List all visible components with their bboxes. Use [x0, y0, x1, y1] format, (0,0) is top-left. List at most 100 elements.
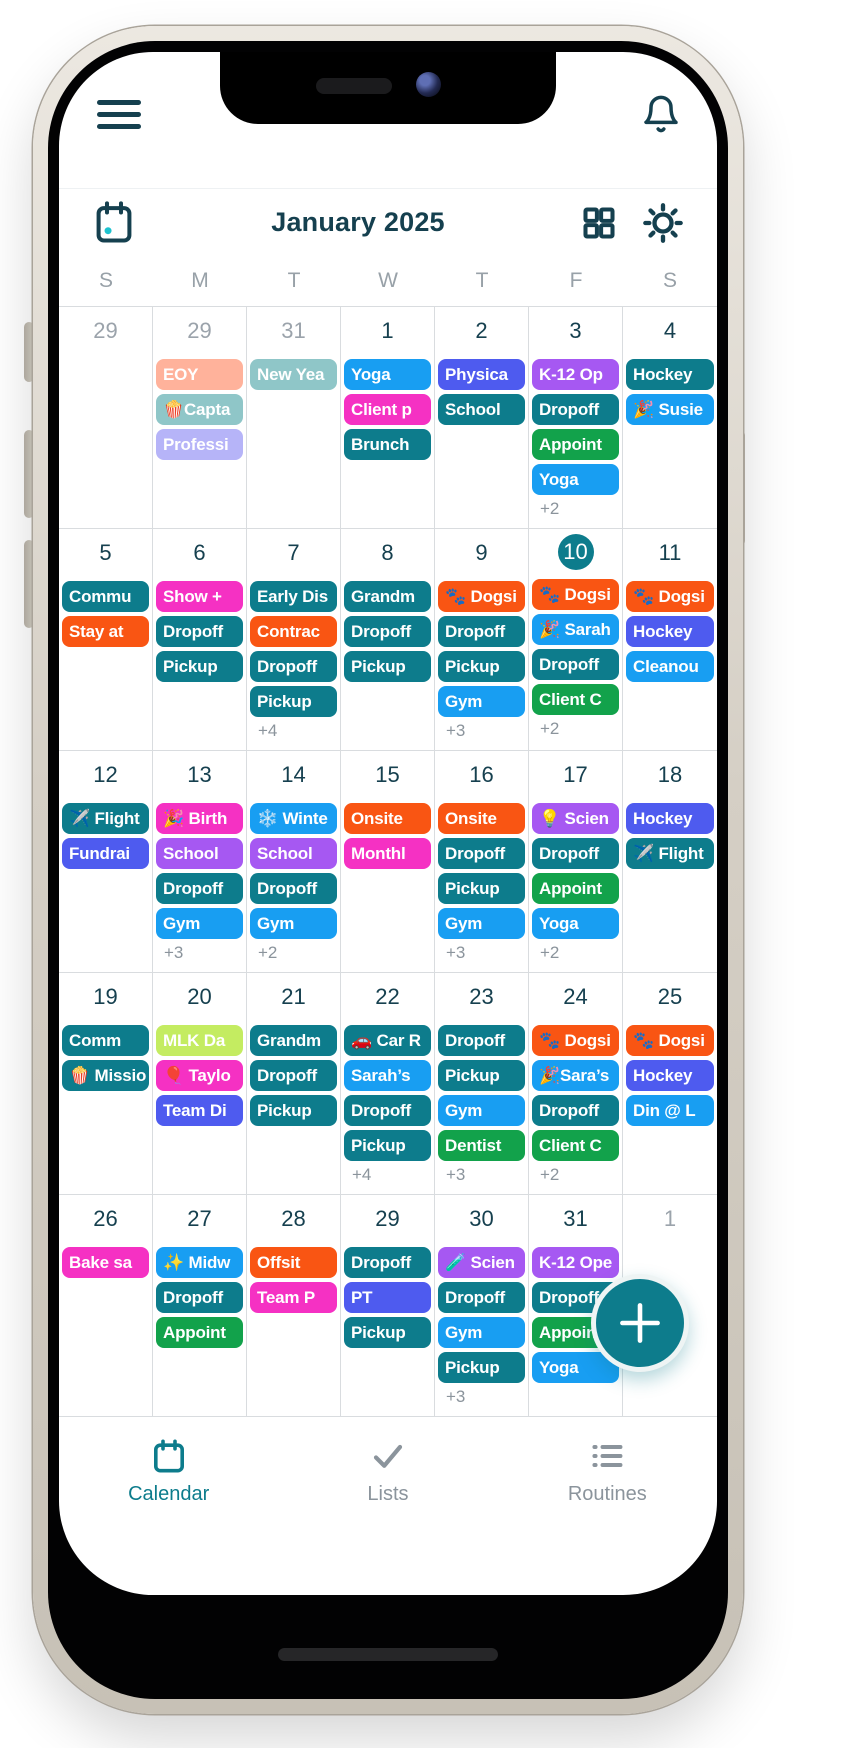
nav-calendar-tab[interactable]: Calendar — [59, 1428, 278, 1540]
day-cell[interactable]: 22 🚗 Car R Sarah’s Dropoff Pickup +4 — [341, 973, 435, 1195]
more-events-label[interactable]: +4 — [352, 1165, 372, 1184]
event-pill[interactable]: Gym — [438, 908, 525, 939]
more-events-label[interactable]: +2 — [258, 943, 278, 962]
day-cell[interactable]: 1 Yoga Client p Brunch — [341, 307, 435, 529]
more-events-label[interactable]: +2 — [540, 943, 560, 962]
event-pill[interactable]: EOY — [156, 359, 243, 390]
event-pill[interactable]: Dropoff — [156, 1282, 243, 1313]
day-cell[interactable]: 24 🐾 Dogsi 🎉Sara’s Dropoff Client C +2 — [529, 973, 623, 1195]
event-pill[interactable]: Stay at — [62, 616, 149, 647]
event-pill[interactable]: PT — [344, 1282, 431, 1313]
event-pill[interactable]: 🎉 Birth — [156, 803, 243, 834]
event-pill[interactable]: Dropoff — [438, 616, 525, 647]
day-cell[interactable]: 10 🐾 Dogsi 🎉 Sarah Dropoff Client C +2 — [529, 529, 623, 751]
event-pill[interactable]: Show + — [156, 581, 243, 612]
more-events-label[interactable]: +4 — [258, 721, 278, 740]
event-pill[interactable]: Pickup — [250, 686, 337, 717]
nav-lists-tab[interactable]: Lists — [278, 1428, 497, 1540]
event-pill[interactable]: Yoga — [532, 464, 619, 495]
day-cell[interactable]: 16 Onsite Dropoff Pickup Gym +3 — [435, 751, 529, 973]
event-pill[interactable]: Client C — [532, 684, 619, 715]
event-pill[interactable]: Grandm — [250, 1025, 337, 1056]
day-cell[interactable]: 8 Grandm Dropoff Pickup — [341, 529, 435, 751]
event-pill[interactable]: Gym — [156, 908, 243, 939]
event-pill[interactable]: Dropoff — [156, 616, 243, 647]
event-pill[interactable]: ❄️ Winte — [250, 803, 337, 834]
event-pill[interactable]: Dentist — [438, 1130, 525, 1161]
day-cell[interactable]: 13 🎉 Birth School Dropoff Gym +3 — [153, 751, 247, 973]
event-pill[interactable]: Dropoff — [532, 1095, 619, 1126]
more-events-label[interactable]: +3 — [446, 1165, 466, 1184]
more-events-label[interactable]: +2 — [540, 719, 560, 738]
event-pill[interactable]: Physica — [438, 359, 525, 390]
nav-routines-tab[interactable]: Routines — [498, 1428, 717, 1540]
event-pill[interactable]: Yoga — [344, 359, 431, 390]
event-pill[interactable]: Dropoff — [532, 649, 619, 680]
event-pill[interactable]: K-12 Ope — [532, 1247, 619, 1278]
event-pill[interactable]: Pickup — [438, 651, 525, 682]
event-pill[interactable]: School — [438, 394, 525, 425]
event-pill[interactable]: 🎉Sara’s — [532, 1060, 619, 1091]
event-pill[interactable]: Pickup — [438, 1352, 525, 1383]
day-cell[interactable]: 7 Early Dis Contrac Dropoff Pickup +4 — [247, 529, 341, 751]
day-cell[interactable]: 29 EOY 🍿Capta Professi — [153, 307, 247, 529]
event-pill[interactable]: School — [250, 838, 337, 869]
notifications-button[interactable] — [641, 94, 681, 134]
day-cell[interactable]: 5 Commu Stay at — [59, 529, 153, 751]
event-pill[interactable]: 🐾 Dogsi — [532, 1025, 619, 1056]
hamburger-menu-icon[interactable] — [97, 100, 141, 129]
day-cell[interactable]: 29 — [59, 307, 153, 529]
event-pill[interactable]: Onsite — [344, 803, 431, 834]
event-pill[interactable]: 🎈 Taylo — [156, 1060, 243, 1091]
event-pill[interactable]: Brunch — [344, 429, 431, 460]
event-pill[interactable]: Hockey — [626, 359, 714, 390]
event-pill[interactable]: Onsite — [438, 803, 525, 834]
day-cell[interactable]: 29 Dropoff PT Pickup — [341, 1195, 435, 1417]
home-indicator[interactable] — [278, 1648, 498, 1661]
event-pill[interactable]: 🐾 Dogsi — [626, 1025, 714, 1056]
event-pill[interactable]: Appoint — [156, 1317, 243, 1348]
event-pill[interactable]: Hockey — [626, 1060, 714, 1091]
day-cell[interactable]: 28 Offsit Team P — [247, 1195, 341, 1417]
event-pill[interactable]: ✈️ Flight — [62, 803, 149, 834]
event-pill[interactable]: 🐾 Dogsi — [532, 579, 619, 610]
more-events-label[interactable]: +2 — [540, 499, 560, 518]
event-pill[interactable]: New Yea — [250, 359, 337, 390]
more-events-label[interactable]: +3 — [446, 1387, 466, 1406]
event-pill[interactable]: Early Dis — [250, 581, 337, 612]
event-pill[interactable]: Appoint — [532, 429, 619, 460]
event-pill[interactable]: 🚗 Car R — [344, 1025, 431, 1056]
event-pill[interactable]: Dropoff — [532, 394, 619, 425]
more-events-label[interactable]: +3 — [164, 943, 184, 962]
event-pill[interactable]: MLK Da — [156, 1025, 243, 1056]
event-pill[interactable]: Comm — [62, 1025, 149, 1056]
day-cell[interactable]: 23 Dropoff Pickup Gym Dentist +3 — [435, 973, 529, 1195]
event-pill[interactable]: 🧪 Scien — [438, 1247, 525, 1278]
event-pill[interactable]: 💡 Scien — [532, 803, 619, 834]
day-cell[interactable]: 31 New Yea — [247, 307, 341, 529]
day-cell[interactable]: 30 🧪 Scien Dropoff Gym Pickup +3 — [435, 1195, 529, 1417]
event-pill[interactable]: Fundrai — [62, 838, 149, 869]
event-pill[interactable]: Grandm — [344, 581, 431, 612]
day-cell[interactable]: 21 Grandm Dropoff Pickup — [247, 973, 341, 1195]
event-pill[interactable]: Pickup — [250, 1095, 337, 1126]
event-pill[interactable]: Sarah’s — [344, 1060, 431, 1091]
event-pill[interactable]: Dropoff — [438, 1025, 525, 1056]
event-pill[interactable]: Gym — [438, 686, 525, 717]
event-pill[interactable]: Hockey — [626, 616, 714, 647]
event-pill[interactable]: Dropoff — [250, 873, 337, 904]
event-pill[interactable]: Dropoff — [344, 1247, 431, 1278]
event-pill[interactable]: ✨ Midw — [156, 1247, 243, 1278]
day-cell[interactable]: 9 🐾 Dogsi Dropoff Pickup Gym +3 — [435, 529, 529, 751]
event-pill[interactable]: Pickup — [438, 1060, 525, 1091]
event-pill[interactable]: Dropoff — [532, 838, 619, 869]
day-cell[interactable]: 17 💡 Scien Dropoff Appoint Yoga +2 — [529, 751, 623, 973]
more-events-label[interactable]: +3 — [446, 721, 466, 740]
event-pill[interactable]: Dropoff — [438, 838, 525, 869]
more-events-label[interactable]: +2 — [540, 1165, 560, 1184]
event-pill[interactable]: Pickup — [438, 873, 525, 904]
event-pill[interactable]: Pickup — [156, 651, 243, 682]
day-cell[interactable]: 26 Bake sa — [59, 1195, 153, 1417]
add-event-button[interactable] — [591, 1274, 689, 1372]
event-pill[interactable]: Bake sa — [62, 1247, 149, 1278]
